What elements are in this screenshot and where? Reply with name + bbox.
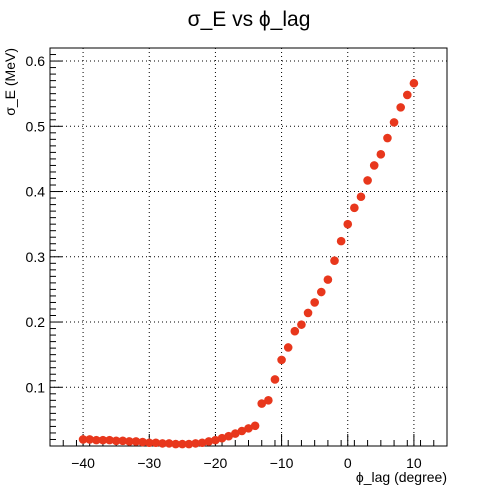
data-point — [383, 133, 392, 143]
data-point — [376, 150, 386, 159]
data-point — [297, 320, 306, 329]
x-tick-label: −40 — [71, 455, 95, 471]
data-point — [310, 298, 319, 307]
x-tick-label: −30 — [137, 455, 161, 471]
data-point — [111, 436, 121, 446]
chart-title: σ_E vs ϕ_lag — [188, 8, 311, 31]
data-point — [369, 161, 379, 170]
data-point — [171, 439, 181, 449]
data-points — [78, 78, 419, 449]
data-point — [158, 439, 167, 448]
x-tick-label: 0 — [344, 455, 352, 471]
x-tick-label: −20 — [204, 455, 228, 471]
data-point — [85, 435, 94, 444]
y-tick-label: 0.5 — [26, 118, 46, 134]
data-point — [389, 118, 399, 127]
y-tick-label: 0.2 — [26, 314, 46, 330]
data-point — [250, 421, 260, 431]
data-point — [257, 399, 267, 408]
data-point — [409, 78, 419, 88]
data-point — [270, 375, 280, 384]
data-point — [244, 424, 253, 433]
data-point — [224, 431, 233, 441]
data-point — [323, 275, 333, 284]
data-point — [217, 433, 227, 443]
data-point — [105, 435, 114, 445]
data-point — [330, 256, 339, 266]
plot-frame — [49, 47, 448, 447]
x-tick-label: −10 — [270, 455, 294, 471]
data-point — [184, 439, 194, 449]
y-tick-label: 0.4 — [26, 184, 46, 200]
grid-lines — [50, 48, 447, 446]
y-axis-label: σ_E (MeV) — [2, 48, 18, 116]
y-tick-label: 0.3 — [26, 249, 46, 265]
data-point — [178, 439, 187, 449]
data-point — [211, 435, 220, 445]
data-point — [336, 236, 346, 246]
data-point — [316, 287, 326, 297]
data-point — [204, 437, 214, 446]
data-point — [138, 437, 147, 447]
data-point — [264, 396, 273, 405]
x-tick-labels: −40 −30 −20 −10 0 10 — [71, 455, 422, 471]
y-tick-labels: 0.1 0.2 0.3 0.4 0.5 0.6 — [26, 53, 46, 395]
data-point — [350, 203, 359, 213]
axis-ticks — [49, 47, 448, 446]
y-tick-label: 0.6 — [26, 53, 46, 69]
x-axis-label: ϕ_lag (degree) — [356, 469, 447, 485]
data-point — [303, 308, 313, 318]
data-point — [230, 429, 240, 438]
data-point — [78, 435, 88, 444]
data-point — [403, 90, 412, 100]
data-point — [396, 103, 405, 112]
data-point — [197, 438, 207, 448]
x-tick-label: 10 — [406, 455, 422, 471]
data-point — [283, 343, 293, 352]
data-point — [290, 326, 300, 336]
y-tick-label: 0.1 — [26, 379, 46, 395]
data-point — [151, 438, 161, 448]
data-point — [356, 192, 366, 202]
data-point — [343, 219, 353, 229]
data-point — [131, 437, 141, 446]
data-point — [277, 355, 286, 365]
data-point — [191, 439, 200, 448]
data-point — [144, 438, 154, 448]
data-point — [237, 426, 247, 436]
data-point — [92, 435, 101, 445]
data-point — [98, 435, 108, 445]
data-point — [363, 176, 372, 185]
data-point — [164, 439, 174, 448]
data-point — [118, 436, 128, 446]
data-point — [125, 437, 134, 446]
